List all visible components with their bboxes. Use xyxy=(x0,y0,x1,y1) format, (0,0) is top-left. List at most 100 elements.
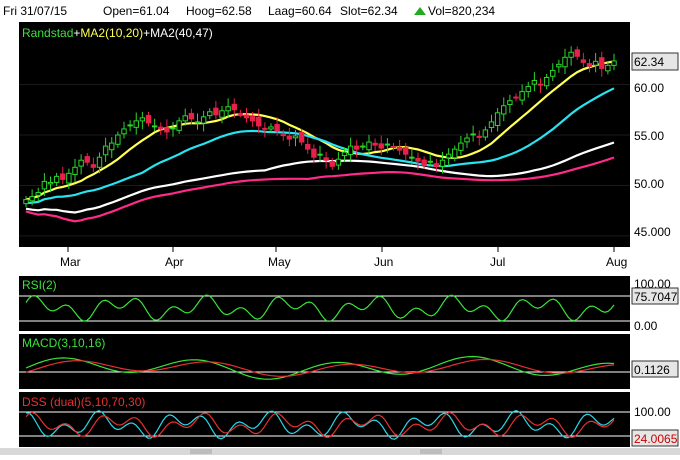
candle-body xyxy=(384,143,391,146)
candle xyxy=(519,84,525,105)
candle-body xyxy=(139,117,146,122)
dss-tick-100: 100.00 xyxy=(634,405,671,419)
candle-body xyxy=(556,63,562,68)
candle xyxy=(60,166,66,185)
legend-randstad: Randstad xyxy=(22,26,73,40)
x-tick-label: Jun xyxy=(374,255,393,269)
candle-body xyxy=(421,159,427,166)
legend-plus-1: + xyxy=(73,26,80,40)
candle-body xyxy=(335,158,342,166)
candle xyxy=(415,152,421,170)
header-date: Fri 31/07/15 xyxy=(3,4,67,18)
candle xyxy=(274,117,280,136)
candle xyxy=(237,109,244,118)
candle-body xyxy=(605,64,611,72)
candle xyxy=(323,151,329,169)
candle xyxy=(280,129,286,141)
candle-body xyxy=(219,110,225,118)
candle-body xyxy=(427,160,433,163)
macd-panel xyxy=(19,334,630,389)
legend-ma-slow: MA2(40,47) xyxy=(150,26,213,40)
last-price-box xyxy=(631,52,679,71)
candle xyxy=(292,130,299,147)
candle xyxy=(53,172,60,186)
candle xyxy=(445,148,452,167)
last-price: 62.34 xyxy=(634,55,664,69)
candle xyxy=(562,48,568,74)
candle-body xyxy=(470,133,476,136)
candle xyxy=(317,145,323,162)
candle xyxy=(311,144,317,164)
candle xyxy=(164,119,170,140)
candle-body xyxy=(194,121,201,124)
scrollbar-thumb-left[interactable] xyxy=(190,449,212,454)
rsi-value-box xyxy=(631,287,679,305)
candle xyxy=(127,120,133,132)
candle xyxy=(176,117,182,134)
candle-body xyxy=(494,112,501,127)
header-close: Slot=62.34 xyxy=(340,4,398,18)
candle xyxy=(256,108,262,134)
candle-body xyxy=(256,116,262,127)
candle xyxy=(200,110,207,132)
candle xyxy=(262,122,268,138)
candle xyxy=(605,61,611,75)
candle xyxy=(182,108,188,126)
candle xyxy=(458,135,464,156)
candle-body xyxy=(90,164,97,168)
candle xyxy=(90,157,97,173)
candle-body xyxy=(145,114,152,124)
x-tick-label: Mar xyxy=(60,255,81,269)
candle xyxy=(231,98,237,119)
candle-body xyxy=(23,199,29,205)
candle-body xyxy=(60,173,66,180)
candle-body xyxy=(164,127,170,133)
scrollbar-thumb-right[interactable] xyxy=(420,449,442,454)
candle xyxy=(96,152,103,174)
candle xyxy=(23,196,29,208)
dss-slow-line xyxy=(25,411,615,439)
candle-body xyxy=(115,134,121,145)
candle xyxy=(354,140,360,158)
candle-body xyxy=(433,163,440,167)
horizontal-scrollbar[interactable] xyxy=(0,448,680,455)
candle-body xyxy=(354,145,360,150)
up-triangle-icon xyxy=(414,7,426,15)
candle xyxy=(341,147,348,162)
candle-body xyxy=(133,120,139,128)
rsi-panel xyxy=(19,276,630,331)
x-tick-label: May xyxy=(268,255,291,269)
candle-body xyxy=(127,124,133,127)
candle-body xyxy=(188,112,195,120)
x-axis xyxy=(0,247,680,273)
candle-body xyxy=(182,115,188,122)
candle xyxy=(115,131,121,148)
candle-body xyxy=(84,156,90,163)
candle-body xyxy=(53,175,60,183)
candle-body xyxy=(231,103,237,111)
candle xyxy=(580,52,587,68)
candle xyxy=(384,138,391,153)
candle-body xyxy=(323,157,329,161)
candle xyxy=(568,46,574,66)
candle xyxy=(102,137,109,162)
candle xyxy=(109,137,115,159)
candle xyxy=(409,148,415,165)
candle-body xyxy=(580,59,587,63)
candle xyxy=(452,145,458,162)
dss-fast-line xyxy=(25,410,615,440)
candle xyxy=(84,153,90,166)
candle xyxy=(145,111,152,127)
candle xyxy=(286,127,293,147)
candle xyxy=(360,142,366,151)
macd-title: MACD(3,10,16) xyxy=(22,336,105,350)
candle xyxy=(121,121,127,139)
candle xyxy=(268,123,274,133)
candle xyxy=(78,154,84,175)
candle-body xyxy=(317,153,323,156)
candle xyxy=(396,139,403,155)
candle-body xyxy=(243,114,250,119)
header-volume: Vol=820,234 xyxy=(428,4,495,18)
candle xyxy=(194,113,201,130)
